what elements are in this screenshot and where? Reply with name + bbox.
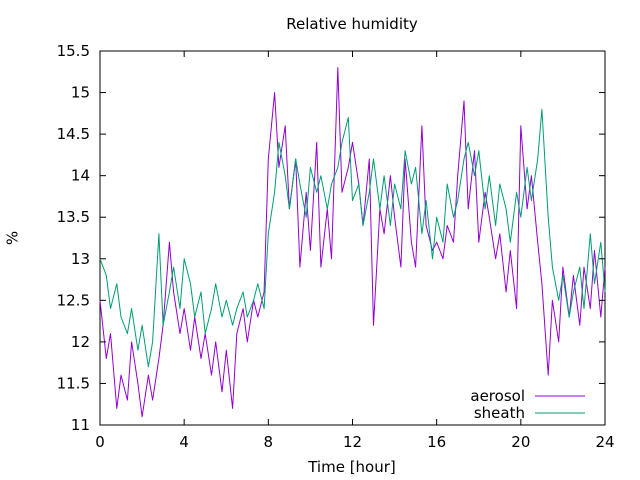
y-axis-label: % xyxy=(4,231,22,245)
y-tick-label: 13.5 xyxy=(57,208,90,226)
y-tick-label: 14 xyxy=(71,167,90,185)
legend-label-aerosol: aerosol xyxy=(470,387,525,405)
x-tick-label: 0 xyxy=(95,433,105,451)
x-tick-label: 12 xyxy=(343,433,362,451)
x-tick-label: 16 xyxy=(427,433,446,451)
y-tick-label: 12 xyxy=(71,333,90,351)
x-axis-label: Time [hour] xyxy=(307,458,396,476)
series-line-sheath xyxy=(99,108,606,368)
series-line-aerosol xyxy=(99,67,606,418)
legend-label-sheath: sheath xyxy=(474,404,525,422)
y-tick-label: 15.5 xyxy=(57,42,90,60)
chart-title: Relative humidity xyxy=(286,15,418,33)
x-tick-label: 24 xyxy=(595,433,614,451)
plot-frame xyxy=(99,50,606,426)
y-tick-label: 14.5 xyxy=(57,125,90,143)
series-layer xyxy=(99,67,606,418)
plot-area xyxy=(99,50,606,426)
y-tick-label: 11.5 xyxy=(57,374,90,392)
x-tick-label: 4 xyxy=(179,433,189,451)
ticks-layer: 0 4 8 12 16 20 24 11 11.5 12 12.5 13 13.5 14 14.5 15 15.… xyxy=(57,42,615,451)
x-tick-label: 20 xyxy=(511,433,530,451)
y-tick-label: 11 xyxy=(71,416,90,434)
y-tick-label: 12.5 xyxy=(57,291,90,309)
y-tick-label: 13 xyxy=(71,250,90,268)
y-tick-label: 15 xyxy=(71,84,90,102)
x-tick-label: 8 xyxy=(264,433,274,451)
